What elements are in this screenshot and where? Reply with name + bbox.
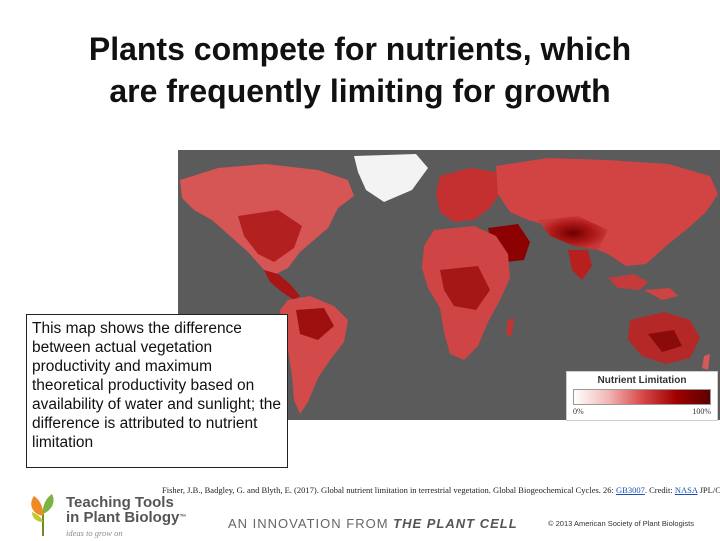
innovation-brand: THE PLANT CELL — [393, 516, 518, 531]
brand-tagline: ideas to grow on — [66, 528, 123, 538]
title-line-1: Plants compete for nutrients, which — [20, 28, 700, 70]
citation: Fisher, J.B., Badgley, G. and Blyth, E. … — [162, 485, 720, 495]
citation-credit-tail: JPL/Caltech. — [698, 485, 720, 495]
citation-link-doi[interactable]: GB3007 — [616, 485, 645, 495]
map-description-text: This map shows the difference between ac… — [32, 320, 281, 451]
slide-title: Plants compete for nutrients, which are … — [20, 28, 700, 112]
legend-title: Nutrient Limitation — [567, 375, 717, 386]
innovation-prefix: AN INNOVATION FROM — [228, 516, 393, 531]
legend-color-scale — [573, 389, 711, 405]
brand-line-1: Teaching Tools — [66, 495, 186, 510]
legend-max-label: 100% — [692, 407, 711, 416]
copyright-notice: © 2013 American Society of Plant Biologi… — [548, 519, 694, 528]
brand-trademark: ™ — [179, 514, 186, 521]
citation-credit-label: . Credit: — [645, 485, 675, 495]
map-description-box: This map shows the difference between ac… — [26, 314, 288, 468]
citation-link-nasa[interactable]: NASA — [675, 485, 698, 495]
citation-text: Fisher, J.B., Badgley, G. and Blyth, E. … — [162, 485, 616, 495]
map-legend: Nutrient Limitation 0% 100% — [566, 371, 718, 421]
title-line-2: are frequently limiting for growth — [20, 70, 700, 112]
brand-line-2: in Plant Biology — [66, 509, 179, 526]
innovation-banner: AN INNOVATION FROM THE PLANT CELL — [228, 516, 518, 531]
legend-min-label: 0% — [573, 407, 584, 416]
teaching-tools-logo-icon — [28, 492, 58, 536]
brand-name: Teaching Tools in Plant Biology™ — [66, 495, 186, 525]
brand-line-2-wrap: in Plant Biology™ — [66, 510, 186, 525]
